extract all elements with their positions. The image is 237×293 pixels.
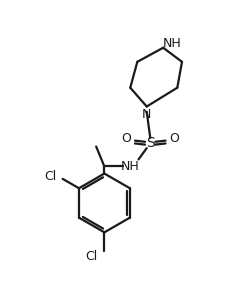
Text: NH: NH (121, 160, 140, 173)
Text: Cl: Cl (86, 250, 98, 263)
Text: O: O (121, 132, 131, 145)
Text: N: N (141, 108, 151, 120)
Text: NH: NH (163, 37, 182, 50)
Text: Cl: Cl (44, 171, 56, 183)
Text: S: S (146, 136, 155, 150)
Text: O: O (169, 132, 179, 145)
